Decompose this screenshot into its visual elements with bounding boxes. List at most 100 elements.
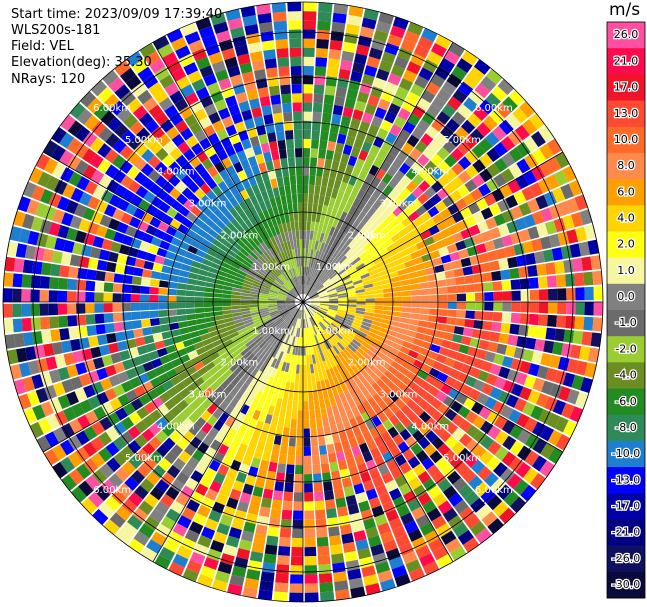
velocity-gate [436, 371, 449, 383]
velocity-gate [486, 147, 501, 163]
velocity-gate [326, 327, 335, 335]
velocity-gate [479, 168, 493, 183]
velocity-gate [336, 286, 346, 291]
velocity-gate [407, 21, 424, 36]
velocity-gate [474, 481, 490, 497]
velocity-gate [385, 132, 398, 145]
velocity-gate [483, 311, 494, 321]
velocity-gate [437, 316, 448, 324]
velocity-gate [309, 249, 314, 259]
velocity-gate [545, 327, 556, 341]
velocity-gate [436, 187, 450, 200]
velocity-gate [525, 337, 537, 350]
velocity-gate [366, 206, 377, 218]
velocity-gate [448, 368, 461, 380]
velocity-gate [368, 47, 383, 60]
elevation-label: Elevation(deg): 35.30 [11, 55, 152, 70]
velocity-gate [465, 302, 476, 310]
velocity-gate [435, 239, 447, 250]
velocity-gate [444, 408, 458, 421]
velocity-gate [303, 148, 311, 158]
velocity-gate [451, 259, 463, 270]
velocity-gate [442, 485, 458, 500]
velocity-gate [333, 318, 343, 325]
velocity-gate [383, 356, 394, 366]
velocity-gate [409, 147, 422, 161]
velocity-gate [312, 249, 317, 259]
velocity-gate [583, 271, 594, 286]
velocity-gate [446, 73, 462, 88]
velocity-gate [349, 253, 359, 263]
velocity-gate [309, 278, 315, 287]
velocity-gate [486, 163, 501, 178]
velocity-gate [350, 186, 360, 197]
velocity-gate [527, 226, 540, 240]
velocity-gate [539, 143, 555, 160]
velocity-gate [554, 260, 565, 274]
velocity-gate [332, 228, 340, 238]
velocity-gate [347, 226, 356, 237]
velocity-gate [333, 151, 342, 162]
velocity-gate [361, 214, 371, 225]
velocity-gate [417, 36, 434, 51]
velocity-gate [362, 389, 373, 401]
velocity-gate [464, 179, 478, 193]
velocity-gate [417, 492, 432, 506]
velocity-gate [477, 220, 489, 233]
velocity-gate [361, 161, 373, 173]
velocity-gate [489, 331, 501, 343]
velocity-gate [509, 323, 520, 335]
velocity-gate [347, 299, 357, 302]
velocity-gate [341, 322, 351, 329]
velocity-gate [325, 315, 334, 322]
velocity-gate [428, 367, 441, 379]
velocity-gate [383, 238, 394, 248]
velocity-gate [487, 250, 499, 262]
velocity-gate [484, 351, 496, 363]
velocity-gate [321, 204, 329, 215]
velocity-gate [368, 346, 379, 355]
velocity-gate [410, 250, 421, 260]
velocity-gate [444, 168, 458, 182]
velocity-gate [353, 231, 363, 242]
velocity-gate [410, 198, 423, 211]
velocity-gate [399, 392, 411, 404]
velocity-gate [396, 149, 409, 163]
velocity-gate [334, 354, 343, 365]
velocity-gate [505, 113, 521, 130]
velocity-gate [420, 229, 432, 240]
velocity-gate [505, 194, 519, 209]
velocity-gate [501, 168, 515, 183]
velocity-gate [416, 387, 428, 399]
velocity-gate [419, 308, 430, 315]
velocity-gate [377, 411, 389, 424]
velocity-gate [383, 302, 394, 307]
velocity-gate [426, 273, 437, 282]
velocity-gate [500, 322, 511, 334]
velocity-gate [502, 291, 512, 301]
velocity-gate [410, 307, 421, 314]
velocity-gate [335, 229, 344, 240]
velocity-gate [317, 11, 332, 22]
velocity-gate [444, 215, 456, 228]
velocity-gate [373, 136, 385, 149]
velocity-gate [339, 339, 348, 349]
velocity-gate [392, 286, 402, 293]
velocity-gate [469, 366, 481, 379]
velocity-gate [307, 276, 311, 286]
velocity-gate [363, 337, 374, 346]
velocity-gate [421, 457, 435, 471]
velocity-gate [421, 253, 432, 263]
velocity-gate [444, 154, 458, 168]
velocity-gate [445, 118, 460, 133]
velocity-gate [406, 265, 417, 274]
velocity-gate [430, 397, 443, 410]
velocity-gate [309, 291, 317, 298]
velocity-gate [332, 104, 344, 116]
velocity-gate [339, 221, 348, 232]
velocity-gate [323, 254, 330, 264]
velocity-gate [392, 306, 403, 312]
velocity-gate [485, 373, 498, 386]
velocity-gate [527, 325, 538, 338]
velocity-gate [367, 362, 377, 372]
